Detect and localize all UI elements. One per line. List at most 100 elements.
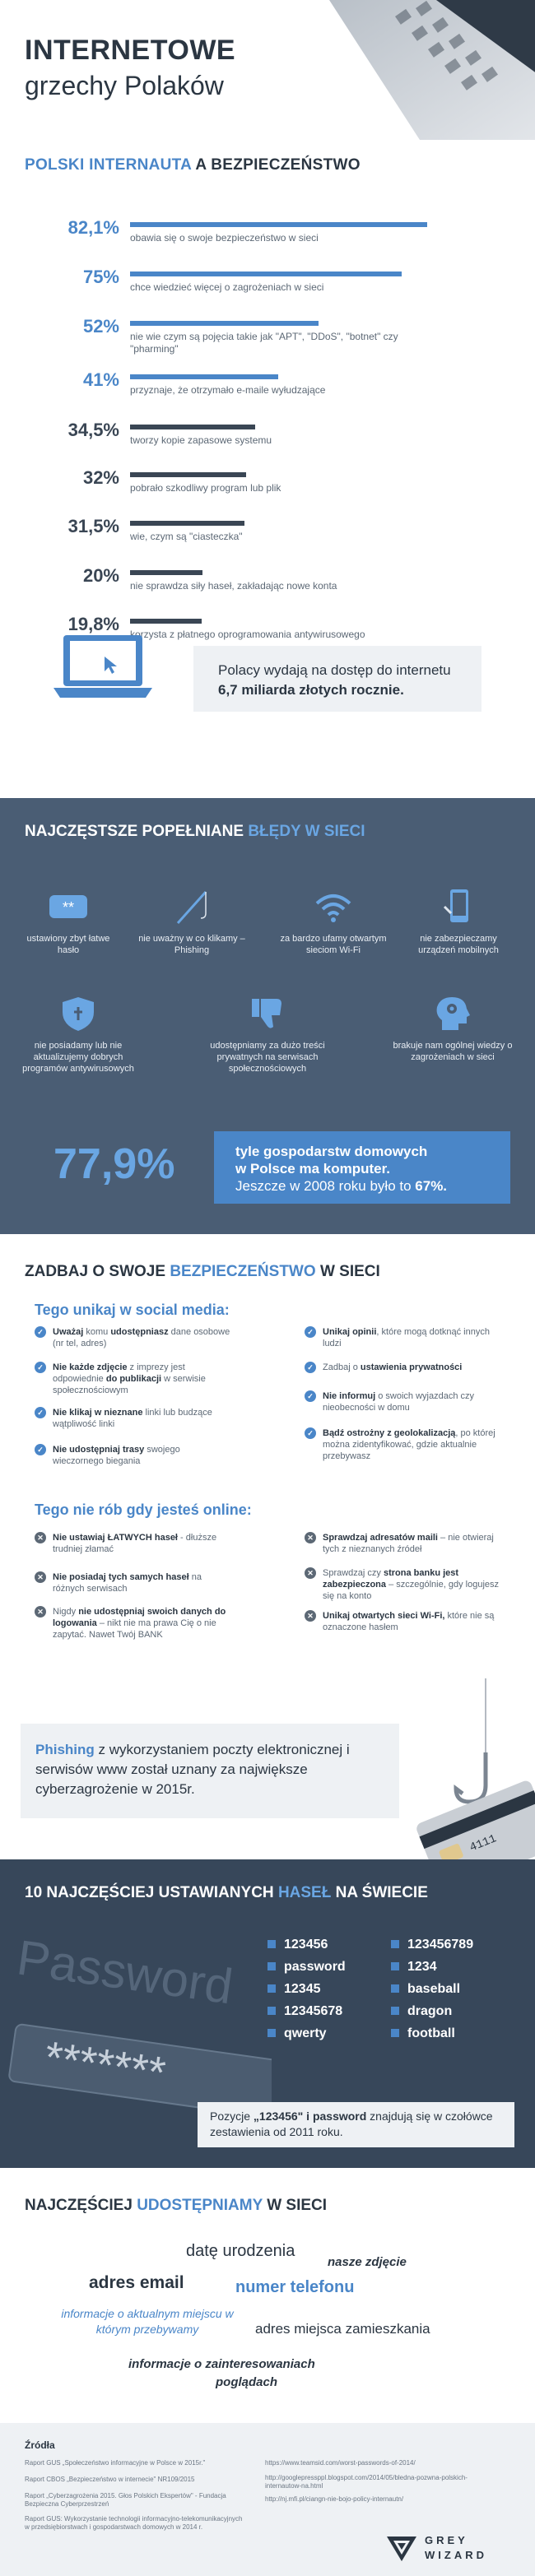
tip-text: komu [83,1327,111,1337]
stat-bar [130,425,255,429]
password-item: dragon [391,2004,523,2026]
tip-bold: Sprawdzaj adresatów maili [323,1533,438,1543]
password-text: 123456 [284,1938,328,1952]
tip-text: , które mogą dotknąć innych ludzi [323,1327,490,1348]
logo-line1: GREY [425,2534,468,2546]
cross-icon: ✕ [35,1606,46,1618]
stat-row: 31,5% wie, czym są "ciasteczka" [0,514,535,555]
thumbs-down-icon [252,999,281,1028]
stat-bar [130,321,319,326]
source-link[interactable]: http://nj.mfi.pl/ciangn-nie-bojo-policy-… [265,2495,404,2503]
password-item: qwerty [268,2026,399,2048]
tip-bold: Nie klikaj w nieznane [53,1408,143,1418]
shared-word: informacje o aktualnym miejscu w którym … [61,2307,234,2336]
shared-word: nasze zdjęcie [328,2255,407,2269]
tip-text: Zadbaj o [323,1362,361,1372]
heading-blue: HASEŁ [277,1884,332,1901]
stat-percent: 19,8% [67,614,119,634]
wizard-hat-icon [387,2537,416,2561]
note-post: znajdują się w czołówce zestawienia od 2… [210,2110,493,2138]
stat-line1: tyle gospodarstw domowych [235,1144,428,1159]
shared-word: adres miejsca zamieszkania [255,2321,430,2337]
section-heading: NAJCZĘSTSZE POPEŁNIANE BŁĘDY W SIECI [25,823,365,841]
cross-icon: ✕ [305,1567,316,1579]
tip-bold: udostępniasz [110,1327,169,1337]
stat-percent: 32% [82,467,119,488]
stat-percent: 34,5% [67,420,119,440]
password-text: qwerty [284,2026,327,2040]
phishing-text: z wykorzystaniem poczty elektronicznej i… [35,1742,350,1797]
stat-row: 75% chce wiedzieć więcej o zagrożeniach w… [0,265,535,306]
tip-item: ✓ Bądź ostrożny z geolokalizacją, po któr… [305,1427,502,1462]
social-subtitle: Tego unikaj w social media: [35,1302,230,1318]
laptop-keyboard-illustration [329,0,535,140]
tip-bold: ustawienia prywatności [360,1362,463,1372]
sources-footer: Źródła Raport GUS „Społeczeństwo informa… [0,2423,535,2576]
heading-dark: A BEZPIECZEŃSTWO [195,156,361,174]
password-item: 123456789 [391,1938,523,1959]
spending-callout: Polacy wydają na dostęp do internetu 6,7… [54,629,482,720]
password-item: 123456 [268,1938,399,1959]
password-item: 1234 [391,1960,523,1981]
section-security-tips: ZADBAJ O SWOJE BEZPIECZEŃSTWO W SIECI Te… [0,1234,535,1859]
bullet-icon [268,1962,276,1970]
password-note: Pozycje „123456" i password znajdują się… [198,2102,514,2147]
stat-description: chce wiedzieć więcej o zagrożeniach w si… [130,281,324,293]
password-text: 123456789 [407,1938,474,1952]
check-icon: ✓ [305,1427,316,1439]
stat-description: korzysta z płatnego oprogramowania antyw… [130,629,365,640]
error-item: nie uważny w co klikamy – Phishing [138,889,245,956]
stat-percent: 75% [82,267,119,287]
stat-line2: w Polsce ma komputer. [235,1161,391,1177]
shared-word: poglądach [216,2375,278,2389]
tip-text: z imprezy jest odpowiednie [53,1362,185,1384]
stat-description: pobrało szkodliwy program lub plik [130,482,281,494]
password-bg-word: Password [14,1929,236,2014]
tip-text: – szczególnie, gdy logujesz się na konto [323,1580,499,1601]
stat-bar-track [130,374,492,379]
laptop-icon [54,635,152,698]
heading-blue: BŁĘDY W SIECI [248,823,365,840]
stat-bar [130,619,202,624]
heading-dark: W SIECI [267,2197,328,2214]
tip-text: swojego wieczornego biegania [53,1445,180,1466]
fishing-hook-card-illustration: 4111 [416,1678,535,1859]
shared-word: numer telefonu [235,2278,355,2296]
stat-bar [130,374,279,379]
bullet-icon [391,2029,399,2037]
fishing-rod-icon [176,890,207,925]
source-link[interactable]: https://www.teamsid.com/worst-passwords-… [265,2459,416,2467]
section-internauta: POLSKI INTERNAUTA A BEZPIECZEŃSTWO 82,1%… [0,140,535,798]
tip-text: - dłuższe trudniej złamać [53,1533,217,1554]
password-field-illustration: Password ******* [8,1929,272,2120]
source-item: Raport GUS „Społeczeństwo informacyjne w… [25,2459,206,2467]
error-text: za bardzo ufamy otwartym sieciom Wi-Fi [280,934,387,955]
error-text: nie uważny w co klikamy – Phishing [138,934,245,955]
section-heading: ZADBAJ O SWOJE BEZPIECZEŃSTWO W SIECI [25,1263,380,1281]
tip-text: Sprawdzaj czy [323,1568,384,1578]
stat-value: 77,9% [54,1140,175,1188]
stat-row: 52% nie wie czym są pojęcia takie jak "AP… [0,314,535,355]
note-pre: Pozycje [210,2110,254,2123]
logo-line2: WIZARD [425,2549,487,2561]
heading-dark: W SIECI [319,1263,380,1280]
tip-text: które nie są oznaczone hasłem [323,1611,495,1632]
tip-bold: Unikaj opinii [323,1327,377,1337]
error-item: udostępniamy za dużo treści prywatnych n… [202,996,333,1074]
cross-icon: ✕ [305,1532,316,1543]
source-link[interactable]: http://googlepressppl.blogspot.com/2014/… [265,2474,468,2490]
heading-dark: ZADBAJ O SWOJE [25,1263,166,1280]
tip-item: ✓ Nie klikaj w nieznane linki lub budzące… [35,1407,232,1430]
password-item: football [391,2026,523,2048]
bullet-icon [268,1984,276,1993]
stat-bar [130,521,244,526]
page-title: INTERNETOWE [25,35,236,66]
heading-blue: UDOSTĘPNIAMY [137,2197,263,2214]
password-text: baseball [407,1982,461,1996]
stat-description: wie, czym są "ciasteczka" [130,531,243,542]
tip-text: w serwisie społecznościowym [53,1374,206,1395]
password-text: dragon [407,2004,453,2018]
check-icon: ✓ [35,1362,46,1373]
section-errors: NAJCZĘSTSZE POPEŁNIANE BŁĘDY W SIECI ** … [0,798,535,1234]
stat-bar [130,272,402,276]
